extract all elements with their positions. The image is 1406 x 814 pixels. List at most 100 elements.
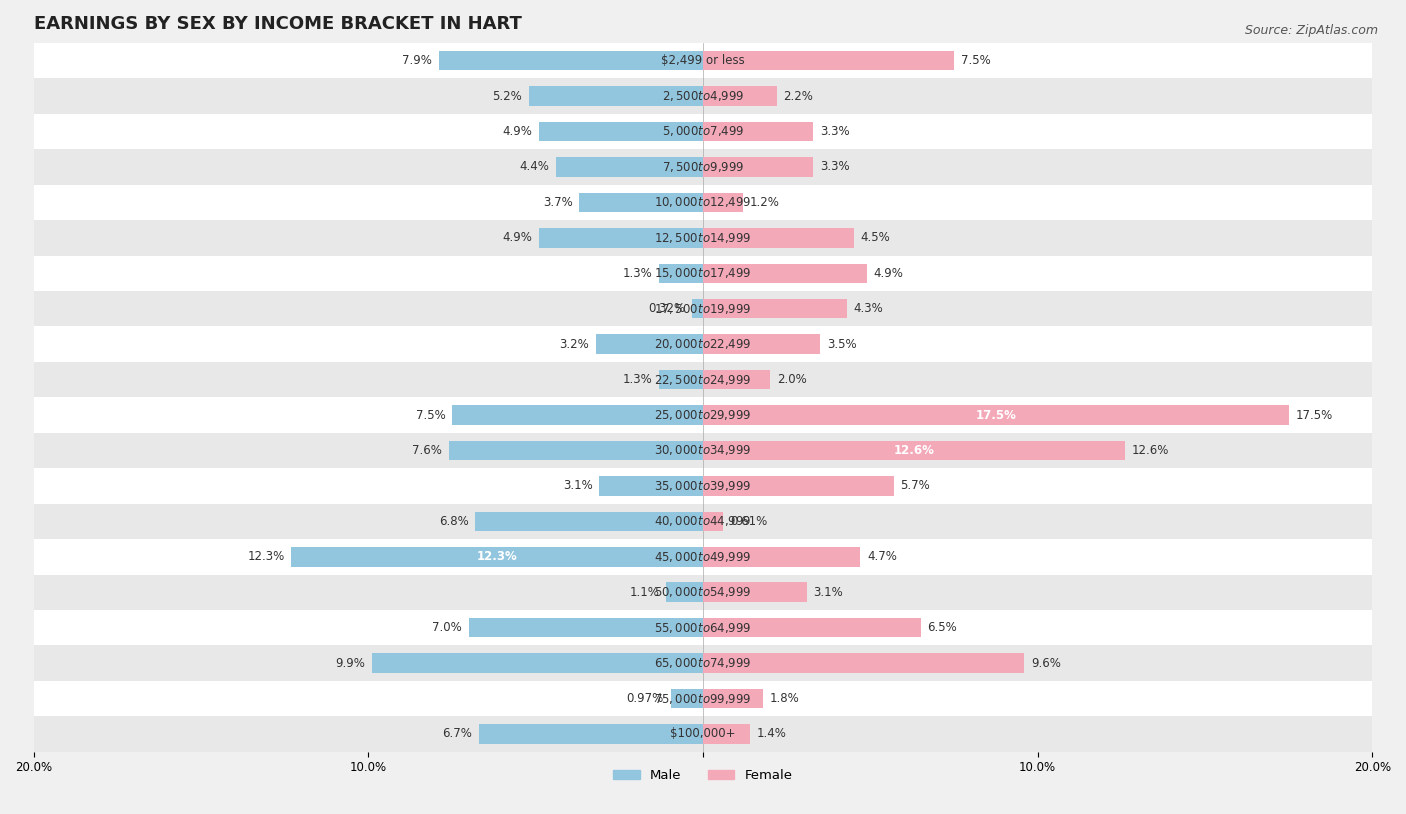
Bar <box>692 299 703 318</box>
Text: $55,000 to $64,999: $55,000 to $64,999 <box>654 620 752 635</box>
Bar <box>34 575 1372 610</box>
Text: 12.6%: 12.6% <box>1132 444 1168 457</box>
Text: $12,500 to $14,999: $12,500 to $14,999 <box>654 231 752 245</box>
Text: 17.5%: 17.5% <box>1295 409 1333 422</box>
Text: 9.6%: 9.6% <box>1031 657 1062 670</box>
Text: 6.5%: 6.5% <box>928 621 957 634</box>
Text: 12.3%: 12.3% <box>247 550 284 563</box>
Bar <box>666 583 703 602</box>
Text: 1.4%: 1.4% <box>756 728 786 741</box>
Text: $65,000 to $74,999: $65,000 to $74,999 <box>654 656 752 670</box>
Text: 6.8%: 6.8% <box>439 514 468 527</box>
Text: 5.2%: 5.2% <box>492 90 522 103</box>
Text: 4.9%: 4.9% <box>502 231 533 244</box>
Text: EARNINGS BY SEX BY INCOME BRACKET IN HART: EARNINGS BY SEX BY INCOME BRACKET IN HAR… <box>34 15 522 33</box>
Bar <box>538 122 703 142</box>
Text: 7.6%: 7.6% <box>412 444 441 457</box>
Text: 12.6%: 12.6% <box>893 444 935 457</box>
Text: $10,000 to $12,499: $10,000 to $12,499 <box>654 195 752 209</box>
Bar <box>703 335 820 354</box>
Bar <box>596 335 703 354</box>
Bar <box>468 618 703 637</box>
Text: $50,000 to $54,999: $50,000 to $54,999 <box>654 585 752 599</box>
Bar <box>659 370 703 389</box>
Text: 4.3%: 4.3% <box>853 302 883 315</box>
Bar <box>439 50 703 70</box>
Text: 1.2%: 1.2% <box>749 196 780 209</box>
Text: 4.7%: 4.7% <box>868 550 897 563</box>
Bar <box>703 405 1289 425</box>
Bar <box>529 86 703 106</box>
Bar <box>34 681 1372 716</box>
Text: 0.97%: 0.97% <box>627 692 664 705</box>
Bar <box>451 405 703 425</box>
Text: 0.32%: 0.32% <box>648 302 686 315</box>
Text: 5.7%: 5.7% <box>900 479 931 492</box>
Text: 0.61%: 0.61% <box>730 514 768 527</box>
Bar <box>34 149 1372 185</box>
Text: $5,000 to $7,499: $5,000 to $7,499 <box>662 125 744 138</box>
Bar <box>34 220 1372 256</box>
Text: 1.3%: 1.3% <box>623 267 652 280</box>
Bar <box>34 185 1372 220</box>
Legend: Male, Female: Male, Female <box>607 764 799 788</box>
Bar <box>291 547 703 567</box>
Bar <box>703 724 749 744</box>
Bar <box>703 157 814 177</box>
Bar <box>34 291 1372 326</box>
Text: $2,500 to $4,999: $2,500 to $4,999 <box>662 89 744 103</box>
Bar <box>34 504 1372 539</box>
Bar <box>34 433 1372 468</box>
Text: 17.5%: 17.5% <box>976 409 1017 422</box>
Text: Source: ZipAtlas.com: Source: ZipAtlas.com <box>1244 24 1378 37</box>
Bar <box>34 78 1372 114</box>
Text: 3.3%: 3.3% <box>820 125 849 138</box>
Text: $7,500 to $9,999: $7,500 to $9,999 <box>662 160 744 174</box>
Bar <box>703 264 868 283</box>
Text: 12.3%: 12.3% <box>477 550 517 563</box>
Text: 2.0%: 2.0% <box>776 373 807 386</box>
Text: 7.5%: 7.5% <box>960 54 990 67</box>
Text: 1.8%: 1.8% <box>770 692 800 705</box>
Bar <box>703 476 894 496</box>
Bar <box>34 362 1372 397</box>
Text: 4.5%: 4.5% <box>860 231 890 244</box>
Text: $20,000 to $22,499: $20,000 to $22,499 <box>654 337 752 351</box>
Text: $17,500 to $19,999: $17,500 to $19,999 <box>654 302 752 316</box>
Text: 4.9%: 4.9% <box>502 125 533 138</box>
Bar <box>34 468 1372 504</box>
Bar <box>703 440 1125 460</box>
Text: 3.3%: 3.3% <box>820 160 849 173</box>
Bar <box>703 122 814 142</box>
Text: $30,000 to $34,999: $30,000 to $34,999 <box>654 444 752 457</box>
Bar <box>703 193 744 212</box>
Bar <box>703 547 860 567</box>
Bar <box>34 646 1372 681</box>
Text: 3.1%: 3.1% <box>814 586 844 599</box>
Bar <box>703 511 724 531</box>
Text: $2,499 or less: $2,499 or less <box>661 54 745 67</box>
Bar <box>478 724 703 744</box>
Bar <box>703 654 1025 673</box>
Bar <box>599 476 703 496</box>
Bar <box>671 689 703 708</box>
Text: 2.2%: 2.2% <box>783 90 813 103</box>
Text: $100,000+: $100,000+ <box>671 728 735 741</box>
Bar <box>703 86 776 106</box>
Bar <box>34 539 1372 575</box>
Text: $35,000 to $39,999: $35,000 to $39,999 <box>654 479 752 493</box>
Text: $25,000 to $29,999: $25,000 to $29,999 <box>654 408 752 422</box>
Bar <box>34 256 1372 291</box>
Text: 6.7%: 6.7% <box>441 728 472 741</box>
Bar <box>475 511 703 531</box>
Bar <box>703 618 921 637</box>
Bar <box>579 193 703 212</box>
Text: 4.9%: 4.9% <box>873 267 904 280</box>
Text: 3.1%: 3.1% <box>562 479 592 492</box>
Bar <box>34 397 1372 433</box>
Bar <box>34 43 1372 78</box>
Text: 7.5%: 7.5% <box>416 409 446 422</box>
Text: 9.9%: 9.9% <box>335 657 366 670</box>
Bar <box>703 689 763 708</box>
Bar <box>703 228 853 247</box>
